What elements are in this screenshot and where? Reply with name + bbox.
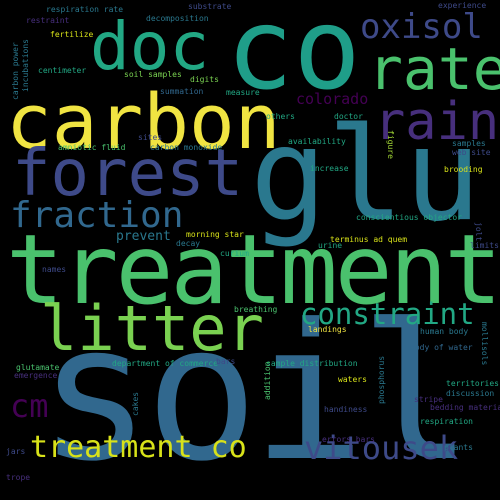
word-mollisols: mollisols <box>480 322 489 366</box>
word-jolt: jolt <box>474 222 483 242</box>
word-fertilize: fertilize <box>50 30 94 39</box>
word-doc: doc <box>90 8 210 85</box>
word-handiness: handiness <box>324 405 368 414</box>
word-sites: sites <box>138 133 163 142</box>
word-decomposition: decomposition <box>146 14 209 23</box>
word-emergence: emergence <box>14 371 58 380</box>
word-soil: soil <box>38 284 473 500</box>
word-errors-bars: errors bars <box>322 435 375 444</box>
word-rain: rain <box>374 92 500 152</box>
word-others: others <box>266 112 295 121</box>
word-territories: territories <box>446 379 499 388</box>
word-jars: jars <box>6 447 26 456</box>
word-glu: glu <box>250 101 482 250</box>
word-experience: experience <box>438 1 487 10</box>
word-carbon-power: carbon power <box>11 42 20 100</box>
word-co: co <box>226 0 361 115</box>
word-litter: litter <box>40 292 264 365</box>
word-human-body: human body <box>420 327 469 336</box>
word-plants: plants <box>444 443 473 452</box>
word-measure: measure <box>226 88 260 97</box>
word-carbon: carbon <box>6 77 281 166</box>
word-carbon-monoxide: carbon monoxide <box>150 143 223 152</box>
word-fraction: fraction <box>10 195 184 236</box>
word-bars: bars <box>216 357 236 366</box>
word-department-of-commerce: department of commerce <box>112 359 218 368</box>
word-discussion: discussion <box>446 389 495 398</box>
word-terminus-ad-quem: terminus ad quem <box>330 235 408 244</box>
word-web-site: web site <box>452 148 491 157</box>
word-amniotic-fluid: amniotic fluid <box>58 143 126 152</box>
word-forest: forest <box>12 137 244 211</box>
word-rate: rate <box>368 35 500 103</box>
word-oxisol: oxisol <box>360 7 483 47</box>
word-limits: limits <box>470 241 499 250</box>
word-phosphorus: phosphorus <box>377 355 386 404</box>
word-landings: landings <box>308 325 347 334</box>
word-morning-star: morning star <box>186 230 244 239</box>
word-prevent: prevent <box>116 229 171 244</box>
word-restraint: restraint <box>26 16 70 25</box>
word-body-of-water: body of water <box>410 343 473 352</box>
word-breathing: breathing <box>234 305 278 314</box>
word-glutamate: glutamate <box>16 363 60 372</box>
word-substrate: substrate <box>188 2 232 11</box>
word-conscientious-objector: conscientious objector <box>356 213 462 222</box>
word-cakes: cakes <box>131 391 140 416</box>
word-increase: increase <box>310 164 349 173</box>
word-treatment-co: treatment co <box>30 430 247 465</box>
word-bedding-material: bedding material <box>430 403 500 412</box>
word-names: names <box>42 265 67 274</box>
word-soil-samples: soil samples <box>124 70 182 79</box>
word-incubations: incubations <box>21 39 30 92</box>
word-digits: digits <box>190 75 219 84</box>
word-centimeter: centimeter <box>38 66 87 75</box>
word-constraint: constraint <box>300 297 475 331</box>
word-treatment: treatment <box>6 214 500 326</box>
word-trope: trope <box>6 473 31 482</box>
word-doctor: doctor <box>334 112 363 121</box>
word-summation: summation <box>160 87 204 96</box>
word-decay: decay <box>176 239 201 248</box>
word-colorado: colorado <box>296 90 369 108</box>
word-figure: figure <box>386 130 395 159</box>
word-urine: urine <box>318 241 343 250</box>
word-brooding: brooding <box>444 165 483 174</box>
word-addition: addition <box>263 361 272 400</box>
word-respiration: respiration <box>420 417 473 426</box>
word-cm: cm <box>10 387 49 425</box>
word-sample-distribution: sample distribution <box>266 359 358 368</box>
word-respiration-rate: respiration rate <box>46 5 124 14</box>
word-vitousek: vitousek <box>304 429 459 467</box>
word-curium: curium <box>220 249 249 258</box>
word-stripe: stripe <box>414 395 443 404</box>
word-availability: availability <box>288 137 346 146</box>
word-waters: waters <box>338 375 367 384</box>
word-samples: samples <box>452 139 486 148</box>
